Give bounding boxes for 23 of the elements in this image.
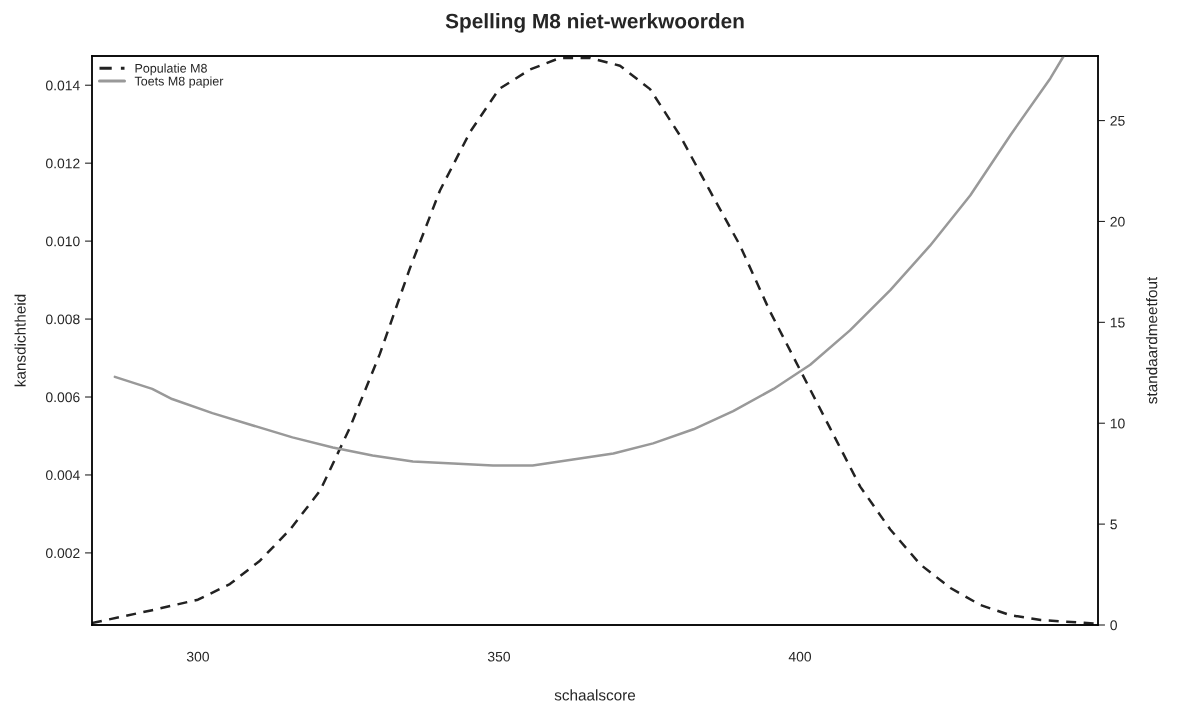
y2-tick-label: 10 xyxy=(1110,418,1125,429)
x-axis-title: schaalscore xyxy=(554,689,636,701)
y2-tick-label: 0 xyxy=(1110,620,1117,631)
chart-title: Spelling M8 niet-werkwoorden xyxy=(445,13,744,33)
y2-tick-label: 20 xyxy=(1110,216,1125,227)
legend-label: Toets M8 papier xyxy=(134,76,224,89)
y-tick-label: 0.006 xyxy=(45,392,80,403)
x-tick-label: 300 xyxy=(186,651,209,662)
y-tick-label: 0.008 xyxy=(45,314,80,325)
y-tick-label: 0.004 xyxy=(45,470,80,481)
line-series xyxy=(113,56,1065,467)
y2-axis-title: standaardmeetfout xyxy=(1146,276,1158,404)
y2-tick-label: 15 xyxy=(1110,317,1125,328)
y-axis-title: kansdichtheid xyxy=(14,294,26,387)
x-tick-label: 400 xyxy=(788,651,812,662)
y-tick-label: 0.010 xyxy=(45,236,80,247)
y-tick-label: 0.014 xyxy=(45,80,80,91)
y-tick-label: 0.012 xyxy=(45,158,80,169)
y2-tick-label: 5 xyxy=(1110,519,1117,530)
y2-tick-label: 25 xyxy=(1110,115,1125,126)
y-tick-label: 0.002 xyxy=(45,548,80,559)
x-tick-label: 350 xyxy=(487,651,511,662)
legend-label: Populatie M8 xyxy=(135,63,207,76)
